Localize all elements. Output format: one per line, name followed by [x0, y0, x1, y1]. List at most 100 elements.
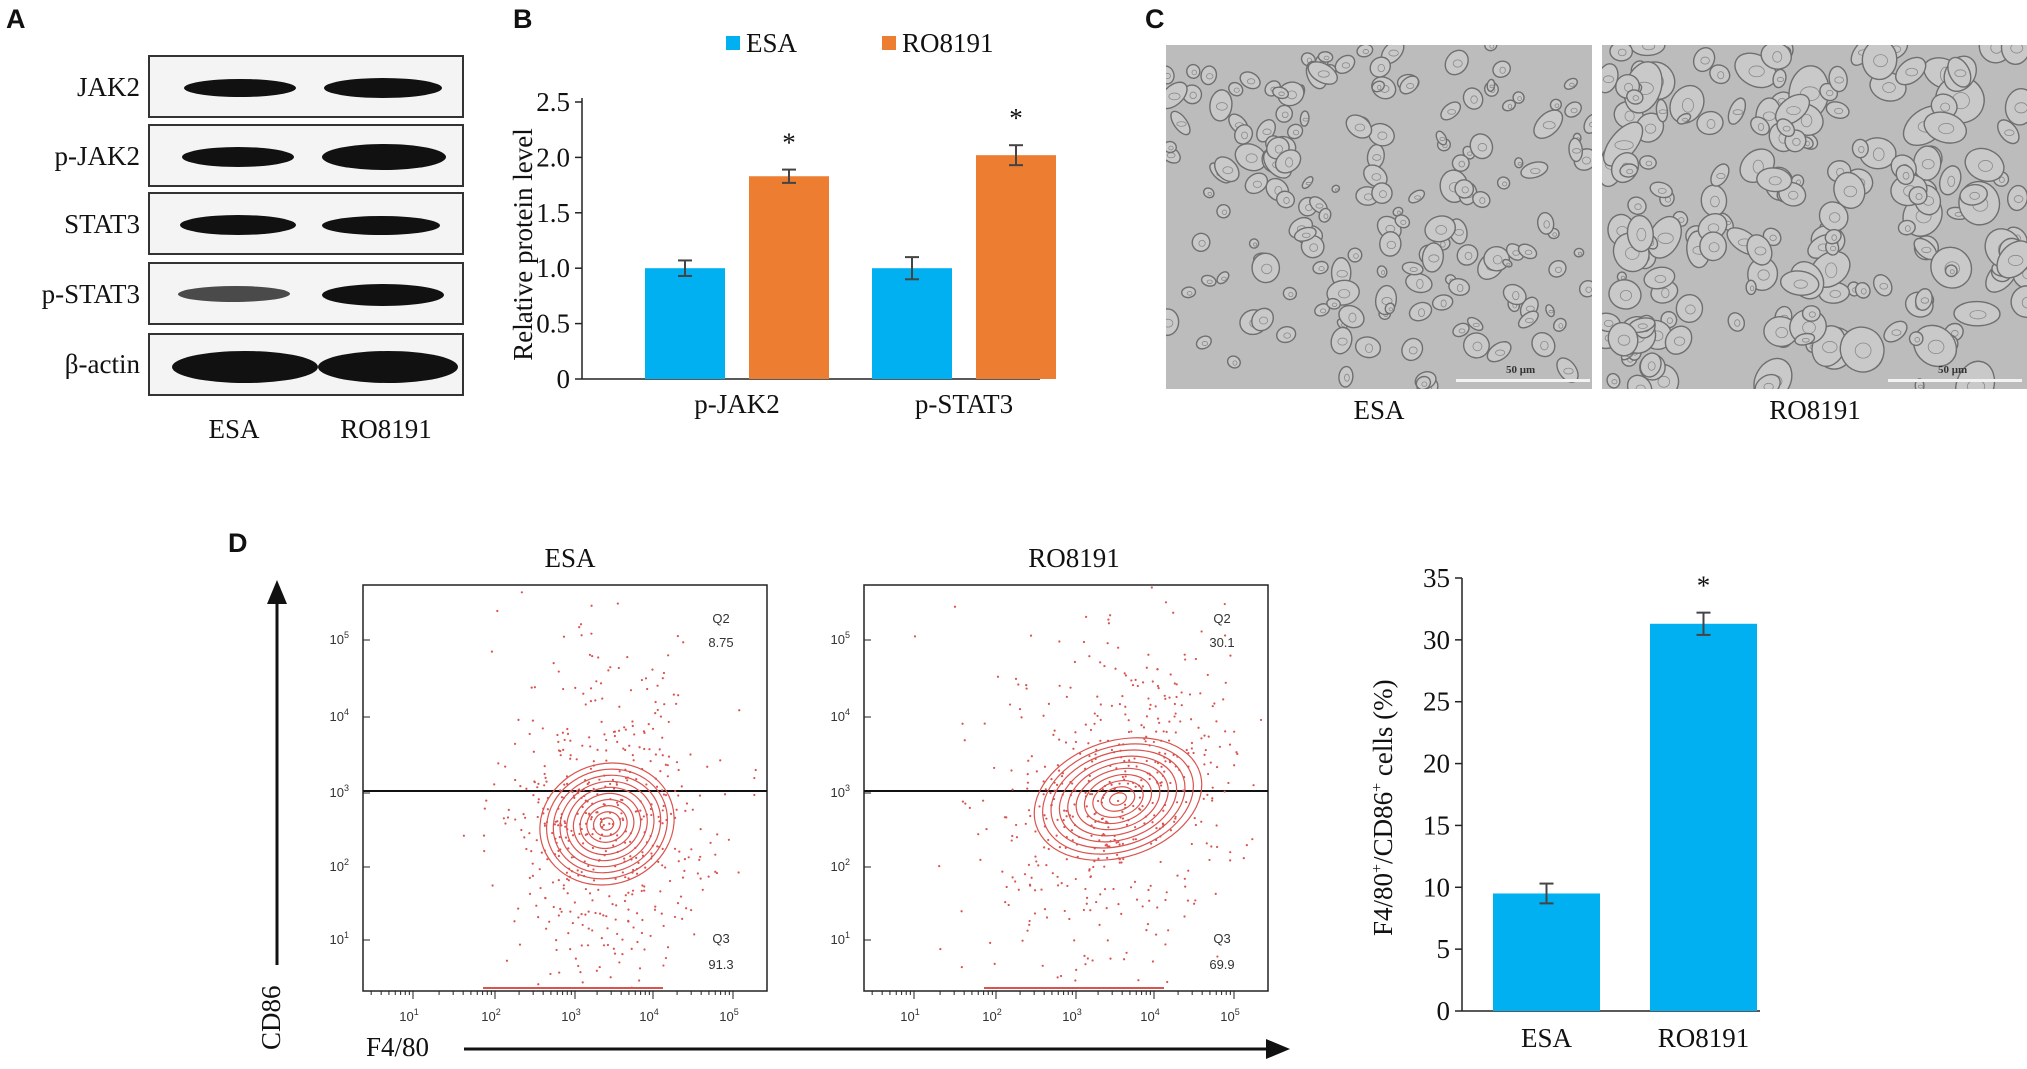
event-dot — [1245, 844, 1248, 847]
event-dot — [1174, 815, 1177, 818]
event-dot — [1161, 822, 1165, 825]
cell — [1170, 110, 1191, 136]
event-dot — [1193, 902, 1196, 905]
event-dot — [727, 838, 730, 841]
cell-nucleus — [1320, 308, 1327, 314]
panel-a-letter: A — [6, 4, 26, 34]
event-dot — [675, 702, 678, 705]
event-dot — [1176, 874, 1179, 877]
event-dot — [1027, 809, 1031, 812]
cell — [1338, 304, 1365, 329]
decade-exponent: 2 — [496, 1007, 501, 1017]
event-dot — [1079, 752, 1082, 755]
event-dot — [1190, 842, 1193, 846]
event-dot — [1109, 614, 1112, 617]
cell — [1424, 215, 1456, 243]
event-dot — [1074, 731, 1077, 734]
cell — [1627, 196, 1647, 215]
event-dot — [640, 678, 643, 682]
cell-nucleus — [1479, 197, 1486, 204]
event-dot — [1158, 751, 1161, 754]
x-category-label: p-JAK2 — [694, 389, 780, 419]
event-dot — [1058, 846, 1061, 849]
cell-nucleus — [1954, 69, 1967, 78]
event-dot — [1252, 784, 1255, 787]
event-dot — [1132, 804, 1135, 808]
event-dot — [1200, 737, 1203, 740]
event-dot — [598, 965, 601, 969]
cell-nucleus — [1825, 262, 1838, 279]
event-dot — [1066, 884, 1069, 888]
cell — [1699, 231, 1727, 262]
event-dot — [1222, 698, 1225, 701]
event-dot — [1082, 908, 1085, 912]
event-dot — [1073, 803, 1076, 806]
event-dot — [1089, 728, 1093, 732]
event-dot — [1089, 793, 1092, 796]
event-dot — [614, 918, 617, 921]
event-dot — [599, 682, 603, 685]
event-dot — [530, 686, 533, 689]
cell-nucleus — [1808, 311, 1816, 318]
cell-nucleus — [1499, 66, 1506, 74]
cell — [1216, 271, 1230, 285]
event-dot — [627, 919, 630, 922]
event-dot — [1065, 809, 1068, 813]
event-dot — [595, 969, 598, 972]
cell — [1371, 80, 1386, 93]
event-dot — [557, 740, 560, 743]
cell-nucleus — [1732, 109, 1744, 116]
event-dot — [560, 910, 563, 913]
event-dot — [1184, 658, 1187, 661]
cell-nucleus — [1439, 137, 1446, 141]
event-dot — [677, 768, 680, 772]
cell-nucleus — [1914, 336, 1920, 343]
event-dot — [938, 864, 941, 868]
event-dot — [1073, 939, 1076, 942]
event-dot — [1042, 793, 1045, 796]
cell-nucleus — [1388, 307, 1394, 312]
y-decade-label: 103 — [831, 783, 850, 800]
event-dot — [483, 849, 486, 853]
event-dot — [1229, 859, 1232, 862]
event-dot — [586, 782, 589, 786]
cell — [1452, 322, 1470, 338]
blot-band — [172, 351, 318, 383]
event-dot — [643, 731, 646, 734]
event-dot — [1130, 730, 1133, 733]
event-dot — [545, 927, 548, 930]
event-dot — [1045, 817, 1048, 820]
decade-exponent: 5 — [1235, 1007, 1240, 1017]
event-dot — [590, 816, 593, 819]
event-dot — [578, 832, 581, 836]
cell-nucleus — [1507, 103, 1513, 110]
event-dot — [562, 748, 565, 751]
event-dot — [1055, 783, 1059, 786]
event-dot — [648, 748, 651, 751]
event-dot — [559, 750, 562, 753]
cell — [1608, 279, 1642, 310]
event-dot — [1114, 667, 1117, 670]
event-dot — [595, 680, 598, 683]
event-dot — [1112, 887, 1115, 891]
event-dot — [621, 818, 625, 822]
decade-exponent: 4 — [845, 707, 850, 717]
event-dot — [609, 976, 612, 979]
event-dot — [543, 772, 546, 776]
event-dot — [549, 972, 552, 976]
event-dot — [580, 912, 583, 916]
event-dot — [1097, 857, 1100, 860]
event-dot — [1167, 739, 1171, 742]
event-dot — [518, 943, 522, 946]
event-dot — [559, 789, 562, 792]
cell — [1953, 300, 2001, 327]
cell-nucleus — [1658, 109, 1668, 114]
event-dot — [566, 732, 570, 736]
cell-nucleus — [1189, 91, 1197, 100]
y-tick-label: 1.0 — [536, 253, 570, 283]
event-dot — [1127, 719, 1130, 722]
event-dot — [587, 910, 590, 913]
blot-row-pstat3 — [148, 262, 464, 325]
event-dot — [638, 979, 641, 982]
cell-nucleus — [1581, 156, 1591, 165]
